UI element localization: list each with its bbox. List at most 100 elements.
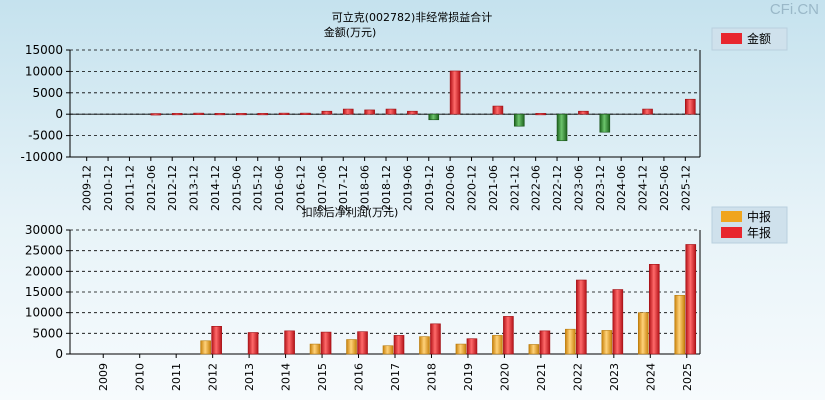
- chart1-bar: [642, 108, 653, 115]
- chart2-bar-annual: [211, 326, 222, 355]
- chart1-xtick-label: 2015-12: [252, 165, 265, 211]
- chart1-bar: [492, 105, 504, 115]
- chart2-xtick-label: 2017: [389, 363, 402, 391]
- chart2-title: 扣除后净利润(万元): [302, 205, 399, 219]
- chart2-xtick-label: 2018: [425, 363, 438, 391]
- chart2-xtick-label: 2025: [681, 363, 694, 391]
- chart2-bar-interim: [674, 295, 686, 355]
- chart1-legend-swatch: [721, 33, 742, 44]
- chart2-xtick-label: 2013: [243, 363, 256, 391]
- chart2-bar-annual: [685, 244, 697, 355]
- chart1-bar: [685, 98, 696, 115]
- chart1-bar: [214, 113, 226, 116]
- chart2-xtick-label: 2023: [608, 363, 621, 391]
- chart2-bar-annual: [503, 316, 514, 355]
- chart2-xtick-label: 2021: [535, 363, 548, 391]
- chart1-xtick-label: 2023-06: [572, 165, 585, 211]
- chart2-xtick-label: 2019: [462, 363, 475, 391]
- chart2-bar-interim: [565, 328, 576, 355]
- chart1-xtick-label: 2018-06: [359, 165, 372, 211]
- chart1-xtick-label: 2009-12: [81, 165, 94, 211]
- chart2-bar-interim: [637, 312, 649, 355]
- chart2-bar-annual: [284, 330, 295, 355]
- chart1-xtick-label: 2023-12: [594, 165, 607, 211]
- chart1-xtick-label: 2022-12: [551, 165, 564, 211]
- chart1-bar: [407, 110, 418, 115]
- chart2-bar-interim: [346, 339, 357, 355]
- chart2-ytick-label: 10000: [25, 306, 63, 320]
- chart1-bar: [300, 112, 311, 115]
- chart2-xtick-label: 2014: [280, 363, 293, 391]
- chart1-ytick-label: 0: [55, 107, 63, 121]
- chart1-xtick-label: 2019-12: [423, 165, 436, 211]
- chart2-bar-interim: [492, 335, 503, 355]
- chart2-xtick-label: 2015: [316, 363, 329, 391]
- chart1-bar: [578, 110, 589, 115]
- chart2-bar-annual: [393, 335, 405, 355]
- chart1-ytick-label: -5000: [28, 129, 63, 143]
- chart1-xtick-label: 2019-06: [401, 165, 414, 211]
- chart1-bar: [513, 113, 525, 127]
- chart1-xtick-label: 2013-12: [188, 165, 201, 211]
- chart1-xtick-label: 2012-06: [145, 165, 158, 211]
- chart2-bar-annual: [576, 279, 587, 355]
- chart2-bar-annual: [466, 338, 478, 355]
- chart2-bar-interim: [528, 344, 540, 355]
- chart1-xtick-label: 2015-06: [230, 165, 243, 211]
- chart2-bar-interim: [601, 330, 613, 355]
- chart2-xtick-label: 2016: [353, 363, 366, 391]
- chart1-xtick-label: 2010-12: [102, 165, 115, 211]
- chart2-bar-annual: [648, 264, 660, 355]
- chart2-legend-swatch: [721, 227, 742, 238]
- chart1-bar: [193, 112, 204, 115]
- chart1-xtick-label: 2024-12: [637, 165, 650, 211]
- chart2-bar-interim: [309, 343, 321, 355]
- chart2-xtick-label: 2020: [498, 363, 511, 391]
- chart1-xtick-label: 2025-12: [679, 165, 692, 211]
- chart2-xtick-label: 2010: [134, 363, 147, 391]
- chart1-legend: 金额: [711, 27, 788, 51]
- chart2-xtick-label: 2009: [97, 363, 110, 391]
- chart1-bar: [321, 110, 333, 115]
- chart1-ytick-label: 5000: [32, 86, 63, 100]
- chart2-bar-interim: [382, 345, 394, 355]
- chart2-ytick-label: 30000: [25, 223, 63, 237]
- chart2-bar-interim: [419, 336, 430, 355]
- chart1-bar: [150, 113, 162, 116]
- chart2-legend-swatch: [721, 211, 742, 222]
- chart1-ytick-label: -10000: [20, 150, 63, 164]
- chart2-ytick-label: 25000: [25, 244, 63, 258]
- chart1-bar: [364, 109, 375, 115]
- chart1-bar: [257, 113, 269, 116]
- chart2-legend-label: 年报: [747, 225, 771, 240]
- chart1-xtick-label: 2016-06: [273, 165, 286, 211]
- chart1-xtick-label: 2024-06: [615, 165, 628, 211]
- chart2-bar-annual: [430, 323, 441, 355]
- chart1-xtick-label: 2011-12: [123, 165, 136, 211]
- chart1-xtick-label: 2014-12: [209, 165, 222, 211]
- chart1-subtitle: 金额(万元): [324, 25, 377, 39]
- chart1-xtick-label: 2020-06: [444, 165, 457, 211]
- chart1-bar: [556, 113, 568, 142]
- chart1-bar: [599, 113, 611, 133]
- chart1-xtick-label: 2021-06: [487, 165, 500, 211]
- chart2-legend-label: 中报: [747, 209, 771, 224]
- chart1-ytick-label: 10000: [25, 64, 63, 78]
- chart1-xtick-label: 2017-06: [316, 165, 329, 211]
- chart1-bar: [342, 108, 354, 115]
- chart1-title: 可立克(002782)非经常损益合计: [332, 10, 493, 24]
- chart1-bar: [428, 113, 440, 121]
- chart2-ytick-label: 5000: [32, 326, 63, 340]
- chart1-xtick-label: 2020-12: [466, 165, 479, 211]
- chart2-xtick-label: 2022: [571, 363, 584, 391]
- chart2-ytick-label: 20000: [25, 264, 63, 278]
- chart1-xtick-label: 2021-12: [508, 165, 521, 211]
- chart2-ytick-label: 15000: [25, 285, 63, 299]
- chart1-bar: [171, 113, 183, 116]
- chart1-xtick-label: 2012-12: [166, 165, 179, 211]
- chart2-ytick-label: 0: [55, 347, 63, 361]
- chart2-plot: 30000 25000 20000 15000 10000 5000 0 2009 2010 20…: [25, 223, 701, 391]
